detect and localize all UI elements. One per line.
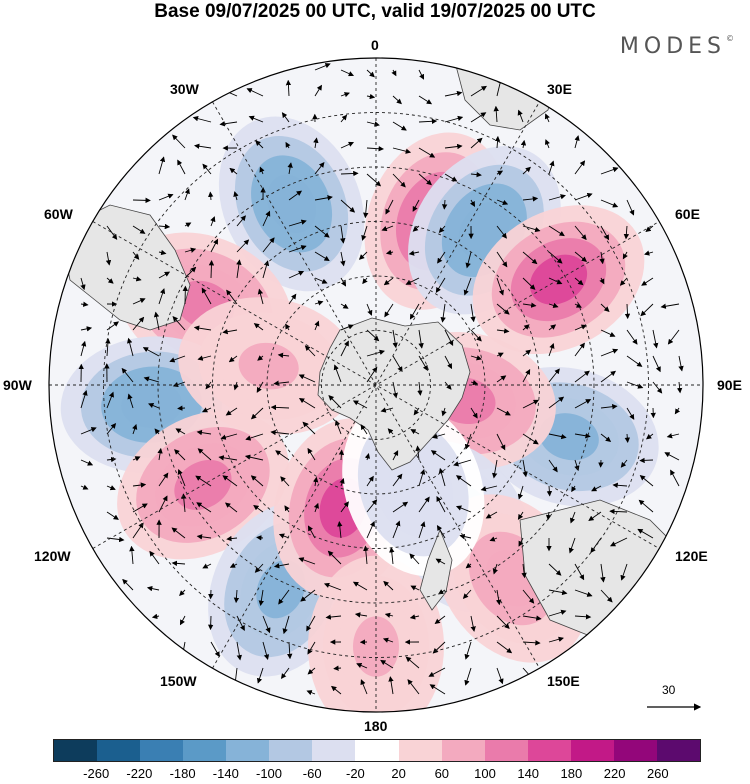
colorbar-tick-label: 100: [474, 766, 496, 781]
copyright-mark: ©: [726, 34, 734, 43]
wind-vector: [178, 408, 185, 409]
lon-label-30w: 30W: [170, 81, 199, 97]
colorbar-tick-label: 140: [517, 766, 539, 781]
colorbar-swatch: [571, 740, 614, 761]
colorbar-swatch: [312, 740, 355, 761]
colorbar-swatch: [485, 740, 528, 761]
wind-vector: [211, 261, 212, 278]
lon-label-150w: 150W: [160, 673, 197, 689]
lon-label-90e: 90E: [717, 377, 742, 393]
wind-vector: [133, 200, 150, 201]
colorbar-tick-label: 260: [647, 766, 669, 781]
lon-label-120w: 120W: [34, 548, 71, 564]
colorbar-tick-label: 60: [435, 766, 449, 781]
lon-label-60e: 60E: [675, 206, 700, 222]
colorbar-swatch: [614, 740, 657, 761]
colorbar-tick-label: 20: [391, 766, 405, 781]
modes-logo-text: MODES: [620, 34, 726, 59]
colorbar-tick-label: -60: [303, 766, 322, 781]
colorbar-swatch: [399, 740, 442, 761]
colorbar-swatch: [442, 740, 485, 761]
colorbar-swatch: [97, 740, 140, 761]
colorbar-tick-label: -260: [83, 766, 109, 781]
lon-label-150e: 150E: [547, 673, 580, 689]
colorbar: [53, 739, 701, 762]
colorbar-swatch: [226, 740, 269, 761]
colorbar-swatch: [54, 740, 97, 761]
colorbar-tick-label: -100: [256, 766, 282, 781]
colorbar-tick-label: 220: [604, 766, 626, 781]
wind-vector: [640, 460, 653, 461]
colorbar-tick-label: -20: [346, 766, 365, 781]
lon-label-90w: 90W: [3, 377, 32, 393]
lon-label-60w: 60W: [44, 206, 73, 222]
colorbar-swatch: [657, 740, 700, 761]
wind-vector: [257, 537, 263, 538]
lon-label-30e: 30E: [547, 81, 572, 97]
colorbar-tick-label: 180: [561, 766, 583, 781]
modes-logo: MODES©: [620, 34, 734, 59]
colorbar-swatch: [140, 740, 183, 761]
lon-label-180: 180: [364, 718, 387, 734]
reference-vector-label: 30: [662, 683, 675, 697]
colorbar-tick-label: -180: [170, 766, 196, 781]
wind-vector: [211, 616, 212, 629]
colorbar-tick-labels: -260 -220 -180 -140 -100 -60 -20 20 60 100 140 180 2…: [0, 766, 750, 784]
lon-label-0: 0: [371, 37, 379, 53]
colorbar-swatch: [355, 740, 398, 761]
colorbar-tick-label: -220: [126, 766, 152, 781]
lon-label-120e: 120E: [675, 548, 708, 564]
colorbar-swatch: [528, 740, 571, 761]
colorbar-tick-label: -140: [213, 766, 239, 781]
map-title: Base 09/07/2025 00 UTC, valid 19/07/2025…: [0, 0, 750, 24]
colorbar-swatch: [183, 740, 226, 761]
colorbar-swatch: [269, 740, 312, 761]
